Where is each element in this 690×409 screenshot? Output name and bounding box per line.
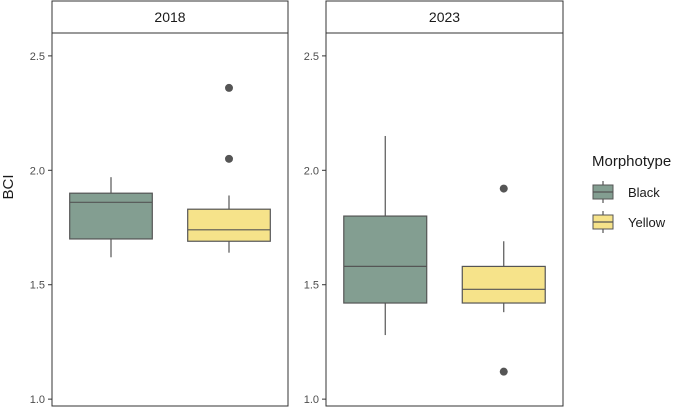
panel-2023: 2023 1.0 1.5 2.0 2.5: [304, 0, 564, 407]
box-yellow: [187, 83, 271, 253]
box-black: [69, 177, 153, 258]
strip-label: 2018: [154, 9, 185, 25]
y-tick-label: 2.5: [304, 51, 319, 63]
box-iqr: [69, 192, 153, 240]
box-iqr: [343, 215, 428, 304]
outlier-point: [225, 83, 233, 92]
panel-2018: 2018 1.0 1.5 2.0 2.5: [30, 0, 289, 407]
y-tick-label: 1.5: [304, 280, 319, 292]
y-axis-label: BCI: [0, 174, 17, 199]
legend-item-yellow: Yellow: [592, 211, 666, 233]
outlier-point: [225, 154, 233, 163]
outlier-point: [499, 367, 508, 376]
legend: Morphotype Black Yellow: [592, 153, 671, 233]
box-iqr: [461, 265, 546, 304]
y-tick-label: 2.5: [30, 51, 45, 63]
y-tick-label: 2.0: [304, 165, 319, 177]
legend-label: Yellow: [628, 215, 666, 230]
y-tick-label: 1.0: [304, 394, 319, 406]
outlier-point: [499, 184, 508, 193]
box-yellow: [461, 184, 546, 376]
strip-label: 2023: [429, 9, 460, 25]
box-black: [343, 135, 428, 336]
legend-title: Morphotype: [592, 153, 671, 170]
box-iqr: [187, 208, 271, 242]
y-tick-label: 1.0: [30, 394, 45, 406]
strip-2018: [51, 0, 289, 34]
strip-2023: [325, 0, 564, 34]
legend-label: Black: [628, 185, 660, 200]
y-tick-label: 1.5: [30, 280, 45, 292]
legend-item-black: Black: [592, 181, 660, 203]
y-tick-label: 2.0: [30, 165, 45, 177]
